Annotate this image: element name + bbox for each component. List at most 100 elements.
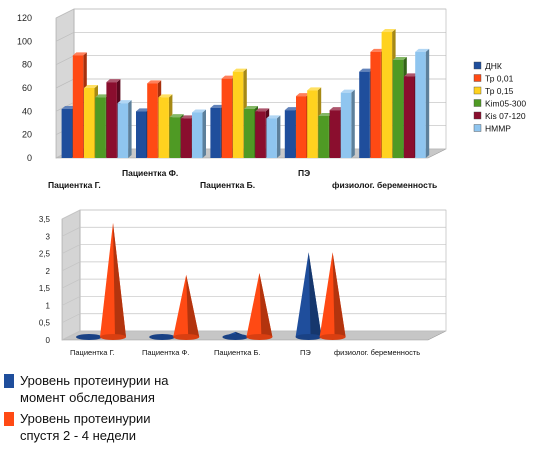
gridline (61, 209, 446, 220)
x-category-label: ПЭ (298, 168, 310, 178)
bar-top (381, 29, 396, 32)
y-tick-label: 40 (22, 106, 32, 116)
cone (76, 334, 102, 340)
gridline (61, 296, 446, 306)
bar-front (307, 90, 318, 158)
cone-base (76, 334, 102, 340)
x-category-label: Пациентка Ф. (142, 348, 189, 357)
bar-front (266, 118, 277, 158)
proteinuria-legend: Уровень протеинурии на момент обследован… (4, 372, 254, 448)
legend-swatch (473, 99, 482, 107)
bar-front (329, 110, 341, 158)
bar-front (210, 107, 221, 158)
bar-top (169, 114, 184, 118)
bar-side (351, 89, 355, 158)
bar-top (72, 52, 87, 56)
x-category-label: Пациентка Ф. (122, 168, 178, 178)
bar-side (276, 115, 281, 158)
y-tick-label: 3,5 (39, 215, 51, 224)
bar-side (425, 48, 430, 159)
bar-front (340, 92, 352, 158)
legend-item-initial: Уровень протеинурии на момент обследован… (4, 372, 254, 406)
y-tick-label: 2 (46, 267, 51, 276)
bar-front (192, 112, 203, 158)
bar-top (307, 87, 322, 91)
cone-base (173, 334, 200, 340)
gridline (55, 8, 446, 19)
cone (246, 273, 273, 340)
bar-front (61, 109, 73, 158)
bar-top (296, 93, 310, 97)
y-tick-label: 2,5 (39, 250, 51, 259)
y-tick-label: 20 (22, 130, 32, 140)
bar-front (158, 97, 169, 158)
y-tick-label: 120 (17, 13, 32, 23)
x-category-label: физиолог. беременность (332, 180, 437, 190)
bar-top (318, 113, 333, 116)
bar-top (147, 80, 162, 84)
cone (149, 334, 176, 340)
y-tick-label: 1,5 (39, 284, 51, 293)
bar-front (106, 82, 117, 158)
bar-front (296, 96, 307, 158)
legend-label: Kim05-300 (485, 99, 526, 109)
bar-front (415, 51, 426, 159)
y-tick-label: 0 (27, 153, 32, 163)
bar (192, 109, 206, 158)
bar-top (340, 89, 355, 93)
legend-label: Тр 0,15 (485, 86, 514, 96)
legend-swatch (473, 124, 482, 132)
gridline (61, 226, 446, 237)
bar-top (370, 48, 385, 52)
y-tick-label: 0 (46, 336, 51, 345)
bar-top (180, 115, 195, 119)
cone (100, 222, 126, 340)
legend-swatch (473, 74, 482, 82)
bar-top (392, 57, 407, 60)
cone-base (319, 334, 346, 340)
gridline (61, 261, 446, 272)
cone-base (149, 334, 176, 340)
bar-top (210, 104, 225, 108)
bar (415, 48, 430, 159)
side-wall (61, 209, 81, 341)
bar-front (169, 117, 181, 158)
legend-swatch (473, 86, 482, 95)
bar-top (232, 68, 247, 72)
cone-base (100, 334, 126, 340)
bar-front (404, 76, 415, 158)
cone (173, 274, 200, 340)
bar-top (158, 94, 173, 98)
bar-top (95, 94, 110, 98)
x-category-label: Пациентка Г. (48, 180, 101, 190)
bar-front (244, 109, 255, 158)
y-tick-label: 60 (22, 83, 32, 93)
bar-top (359, 68, 374, 72)
x-category-label: физиолог. беременность (334, 348, 420, 357)
bar-front (392, 60, 404, 158)
cone-base (295, 334, 322, 340)
bar-front (84, 88, 95, 158)
y-tick-label: 0,5 (39, 319, 51, 328)
legend-label: НМMP (485, 124, 511, 134)
bar-top (192, 109, 206, 113)
y-tick-label: 1 (46, 301, 51, 310)
bar-front (136, 111, 147, 158)
proteinuria-cone-chart: 0 0,5 1 1,5 2 2,5 3 3,5 Пациентка Г. Пациентка Ф.… (39, 209, 447, 357)
y-tick-label: 100 (17, 36, 32, 46)
y-tick-label: 80 (22, 60, 32, 70)
bar-front (370, 51, 381, 159)
cone-base (222, 334, 249, 340)
bar-top (221, 75, 236, 79)
biomarker-bar-chart: 0 20 40 60 80 100 120 Пациентка Г. Пациентка Ф. П… (17, 8, 526, 190)
bar-top (255, 108, 270, 112)
bar-front (95, 97, 106, 158)
y-tick-label: 3 (46, 232, 51, 241)
bar-front (284, 110, 296, 158)
legend-label-followup: Уровень протеинурии спустя 2 - 4 недели (20, 411, 151, 443)
gridline (61, 278, 446, 289)
x-category-label: Пациентка Г. (70, 348, 115, 357)
bar (266, 115, 281, 158)
bar (340, 89, 355, 158)
cone-shadow (259, 273, 273, 337)
